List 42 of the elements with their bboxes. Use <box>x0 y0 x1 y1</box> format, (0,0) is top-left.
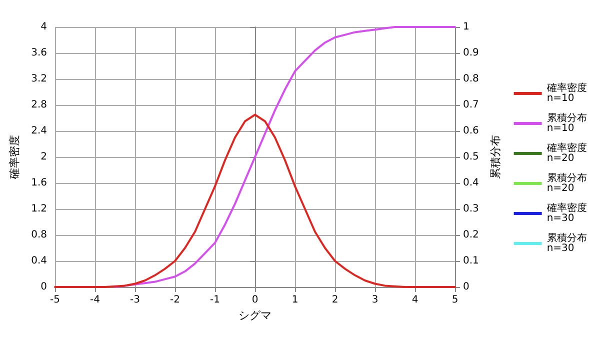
y-tick-label: 3.2 <box>31 74 47 84</box>
x-tick-label: 0 <box>252 294 258 306</box>
legend-label: 確率密度 n=10 <box>546 82 590 104</box>
x-tick-label: 4 <box>412 294 418 306</box>
y-tick-label: 0.8 <box>31 230 47 240</box>
y2-tick-label: 0.1 <box>463 256 479 266</box>
y2-tick-label: 0.4 <box>463 178 479 188</box>
x-tick-label: 2 <box>332 294 338 306</box>
y2-tick-label: 1 <box>463 22 470 32</box>
x-tick-label: -2 <box>170 294 180 306</box>
y2-axis-title: 累積分布 <box>488 135 502 179</box>
y2-tick-label: 0.6 <box>463 126 479 136</box>
legend-label: 累積分布 n=30 <box>546 232 590 254</box>
x-tick-label: 5 <box>452 294 458 306</box>
y2-tick-label: 0.2 <box>463 230 479 240</box>
y2-tick-label: 0.5 <box>463 152 479 162</box>
y-tick-label: 0 <box>40 282 47 292</box>
x-tick-label: -4 <box>90 294 100 306</box>
legend-label: 確率密度 n=20 <box>546 142 590 164</box>
y-axis-title: 確率密度 <box>8 135 22 180</box>
y-tick-label: 2.8 <box>31 100 47 110</box>
legend-label: 累積分布 n=20 <box>546 172 590 194</box>
y-tick-label: 4 <box>40 22 47 32</box>
y2-tick-label: 0.7 <box>463 100 479 110</box>
x-tick-label: -3 <box>130 294 140 306</box>
y-tick-label: 3.6 <box>31 48 47 58</box>
y-tick-label: 1.6 <box>31 178 47 188</box>
x-tick-label: -1 <box>210 294 220 306</box>
y2-tick-label: 0.8 <box>463 74 479 84</box>
y-tick-label: 2.4 <box>31 126 47 136</box>
legend-label: 累積分布 n=10 <box>546 112 590 134</box>
y-tick-label: 2 <box>40 152 47 162</box>
x-tick-label: 1 <box>292 294 298 306</box>
legend-label: 確率密度 n=30 <box>546 202 590 224</box>
y2-tick-label: 0.3 <box>463 204 479 214</box>
y2-tick-label: 0 <box>463 282 470 292</box>
x-tick-label: 3 <box>372 294 378 306</box>
x-axis-title: シグマ <box>238 308 272 322</box>
x-tick-label: -5 <box>50 294 60 306</box>
y-tick-label: 0.4 <box>31 256 47 266</box>
y2-tick-label: 0.9 <box>463 48 479 58</box>
y-tick-label: 1.2 <box>31 204 47 214</box>
